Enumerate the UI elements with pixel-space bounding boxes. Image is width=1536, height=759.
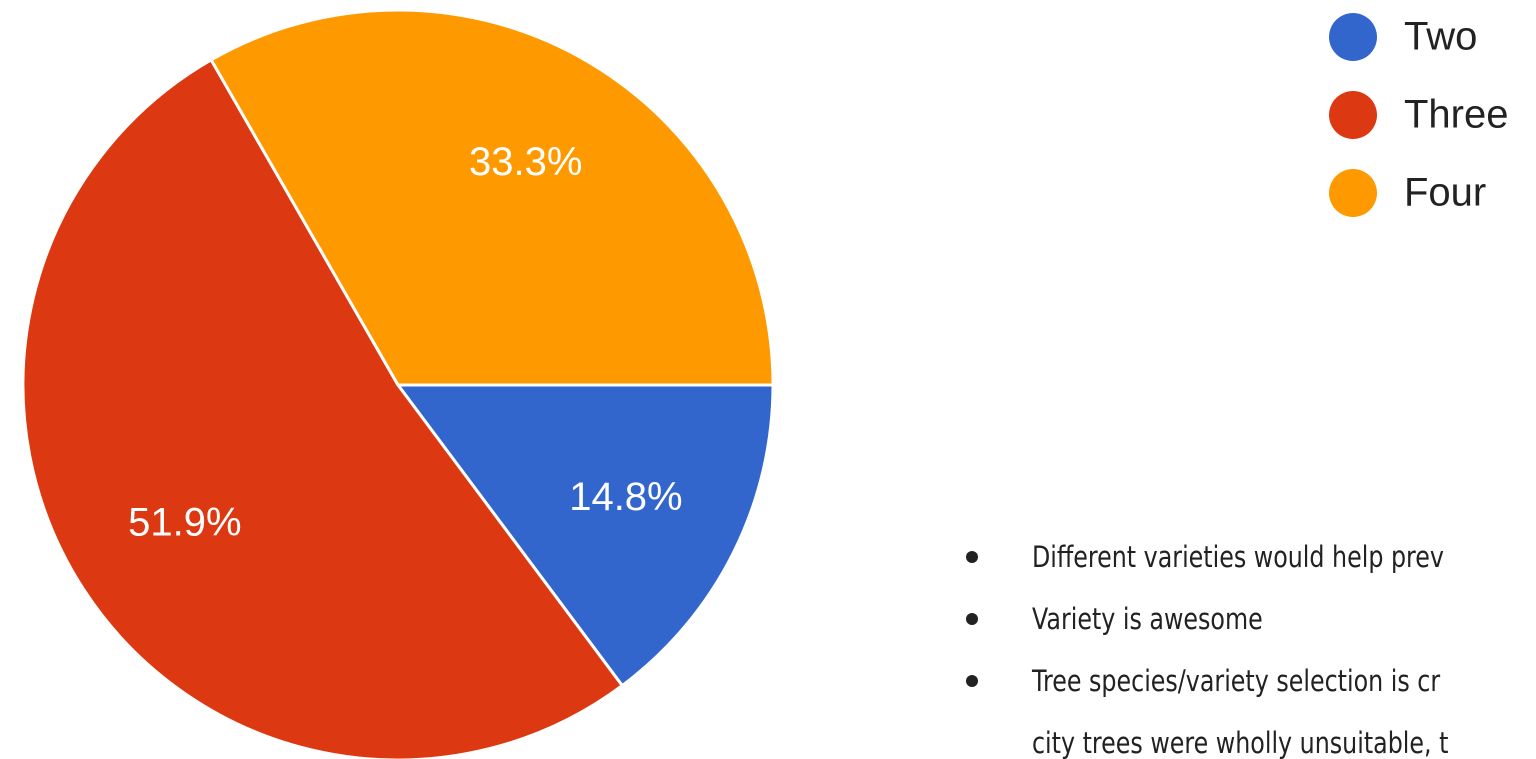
pie-slice	[209, 8, 775, 387]
legend-label: Four	[1404, 171, 1486, 215]
pie-slice	[395, 383, 775, 688]
slice-label: 51.9%	[128, 501, 241, 545]
legend-swatch	[1329, 91, 1377, 139]
note-text: city trees were wholly unsuitable, t	[1032, 727, 1448, 759]
slice-label: 33.3%	[469, 140, 582, 184]
note-text: Different varieties would help prev	[1032, 541, 1444, 575]
pie-slice	[21, 57, 625, 759]
bullet	[966, 551, 978, 563]
note-text: Tree species/variety selection is cr	[1031, 665, 1440, 699]
legend-label: Two	[1404, 15, 1477, 59]
legend-swatch	[1329, 13, 1377, 61]
bullet	[966, 675, 978, 687]
note-text: Variety is awesome	[1032, 603, 1263, 637]
legend-swatch	[1329, 169, 1377, 217]
slice-label: 14.8%	[569, 475, 682, 519]
bullet	[966, 613, 978, 625]
legend-label: Three	[1404, 93, 1509, 137]
